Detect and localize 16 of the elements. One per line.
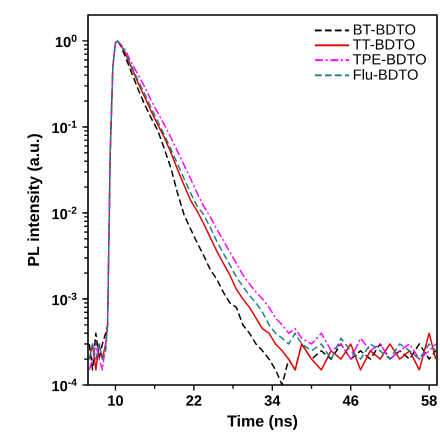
y-tick-label: 10$^{-3}$ — [52, 292, 77, 306]
x-tick-label: 22 — [186, 395, 202, 406]
legend-label: BT-BDTO — [354, 24, 416, 35]
legend-label: TT-BDTO — [353, 39, 414, 50]
y-tick-label: 10$^{0}$ — [56, 34, 77, 48]
y-tick-label: 10$^{-4}$ — [52, 378, 77, 392]
x-tick-label: 10 — [108, 395, 123, 406]
y-tick-label: 10$^{-1}$ — [52, 120, 77, 134]
x-axis-title: Time (ns) — [227, 414, 298, 430]
y-tick-label: 10$^{-2}$ — [52, 206, 77, 220]
legend-label: Flu-BDTO — [354, 69, 418, 80]
x-tick-label: 46 — [342, 395, 358, 406]
legend-label: TPE-BDTO — [353, 54, 426, 64]
x-tick-label: 34 — [264, 395, 280, 406]
y-axis-title: PL intensity (a.u.) — [27, 134, 42, 266]
x-tick-label: 58 — [421, 395, 437, 406]
